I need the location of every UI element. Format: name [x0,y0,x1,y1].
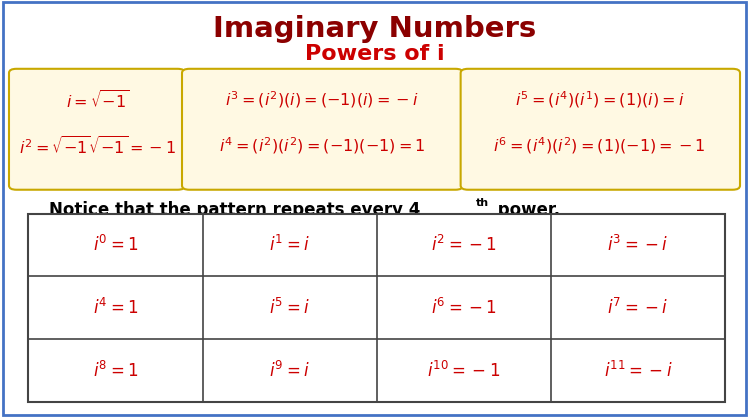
Text: $i^{4} = 1$: $i^{4} = 1$ [93,298,139,318]
Text: $i^{6} = (i^{4})(i^{2}) = (1)(-1) = -1$: $i^{6} = (i^{4})(i^{2}) = (1)(-1) = -1$ [493,136,706,156]
Bar [28,214,725,402]
Text: $i^{8} = 1$: $i^{8} = 1$ [93,361,139,381]
Text: $i^{11} = -i$: $i^{11} = -i$ [604,361,673,381]
Text: Imaginary Numbers: Imaginary Numbers [213,15,536,43]
Text: $i^{1} = i$: $i^{1} = i$ [269,235,310,255]
Text: $i^{6} = -1$: $i^{6} = -1$ [431,298,497,318]
Text: $i^{10} = -1$: $i^{10} = -1$ [427,361,500,381]
Text: $i^{3} = (i^{2})(i) = (-1)(i) = -i$: $i^{3} = (i^{2})(i) = (-1)(i) = -i$ [225,90,419,111]
Text: $i^{3} = -i$: $i^{3} = -i$ [607,235,669,255]
Text: Notice that the pattern repeats every 4: Notice that the pattern repeats every 4 [49,201,420,219]
Text: $i^{5} = i$: $i^{5} = i$ [269,298,310,318]
Text: $i = \sqrt{-1}$: $i = \sqrt{-1}$ [66,90,129,112]
Text: $i^{5} = (i^{4})(i^{1}) = (1)(i) = i$: $i^{5} = (i^{4})(i^{1}) = (1)(i) = i$ [515,90,684,111]
FancyBboxPatch shape [461,69,740,190]
FancyBboxPatch shape [182,69,463,190]
Text: th: th [476,198,490,208]
Text: power.: power. [492,201,560,219]
Text: $i^{2} = \sqrt{-1}\sqrt{-1} = -1$: $i^{2} = \sqrt{-1}\sqrt{-1} = -1$ [19,136,176,158]
Text: $i^{4} = (i^{2})(i^{2}) = (-1)(-1) = 1$: $i^{4} = (i^{2})(i^{2}) = (-1)(-1) = 1$ [219,136,425,156]
Text: $i^{9} = i$: $i^{9} = i$ [269,361,310,381]
Text: $i^{2} = -1$: $i^{2} = -1$ [431,235,497,255]
Text: Powers of i: Powers of i [305,44,444,64]
FancyBboxPatch shape [9,69,185,190]
Text: $i^{0} = 1$: $i^{0} = 1$ [93,235,139,255]
Text: $i^{7} = -i$: $i^{7} = -i$ [607,298,669,318]
